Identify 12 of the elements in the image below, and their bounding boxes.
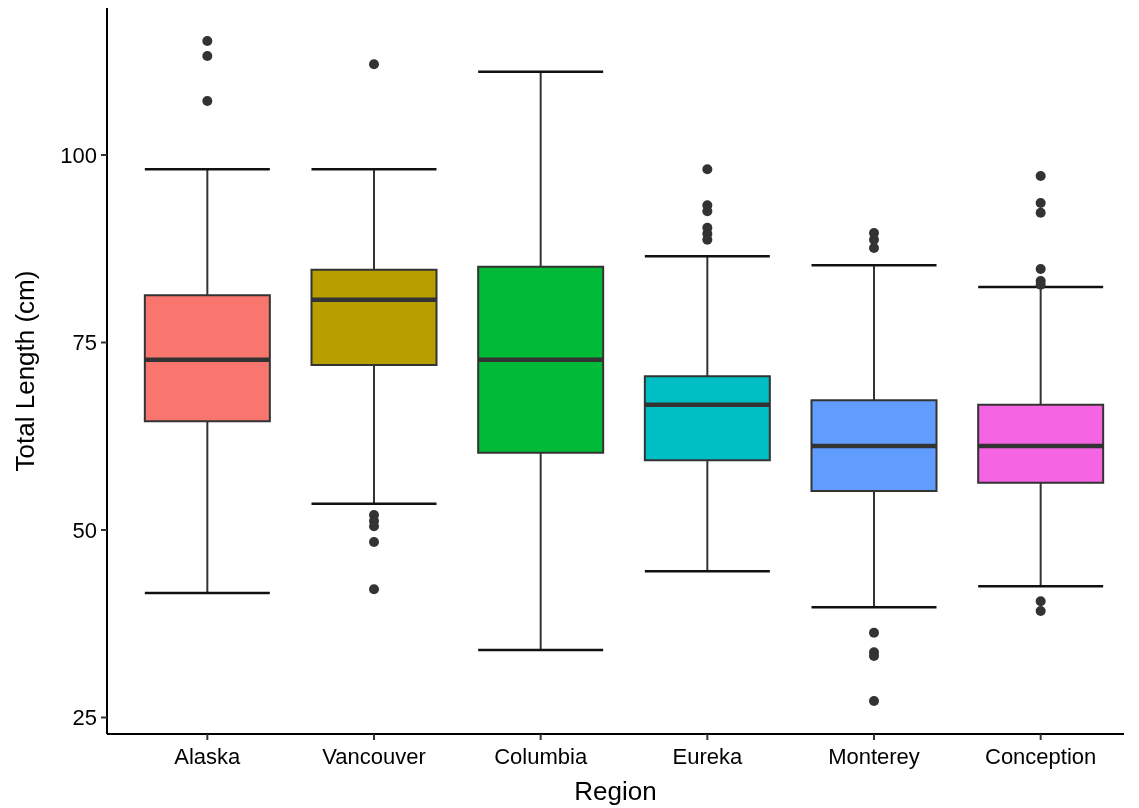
x-axis-title: Region <box>574 776 657 806</box>
x-tick-label: Conception <box>985 744 1097 769</box>
y-tick-label: 50 <box>72 517 97 543</box>
y-tick-label: 75 <box>72 330 97 356</box>
x-tick-label: Alaska <box>174 744 242 769</box>
x-tick-label: Monterey <box>828 744 920 769</box>
y-tick-label: 100 <box>60 142 97 168</box>
x-tick-label: Eureka <box>672 744 743 769</box>
y-axis-title: Total Length (cm) <box>10 270 40 472</box>
y-tick-label: 25 <box>72 705 97 731</box>
x-tick-label: Columbia <box>494 744 588 769</box>
x-tick-label: Vancouver <box>322 744 426 769</box>
